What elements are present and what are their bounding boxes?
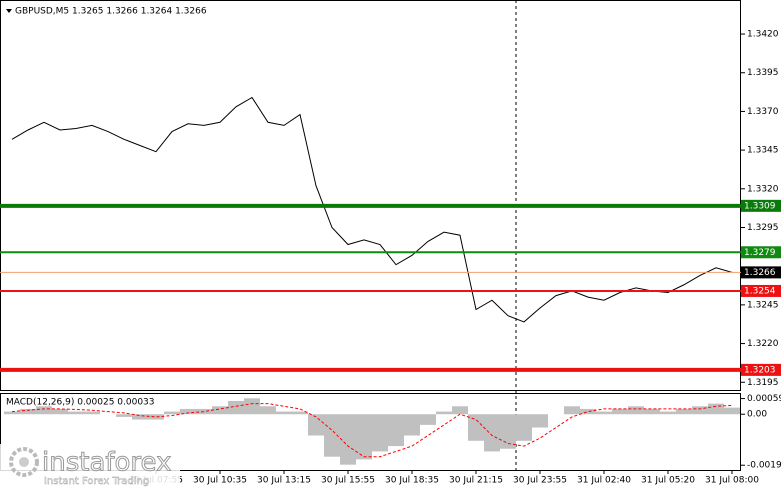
macd-bar: [388, 414, 404, 447]
current-price-label: 1.3266: [744, 268, 776, 278]
y-tick-label: 0.00: [747, 410, 767, 420]
macd-bar: [36, 406, 52, 415]
macd-bar: [212, 406, 228, 415]
macd-bar: [532, 414, 548, 428]
y-tick-label: 1.3345: [747, 146, 779, 156]
y-tick-label: 1.3370: [747, 107, 779, 117]
macd-bar: [356, 414, 372, 460]
y-tick-label: 1.3195: [747, 378, 779, 388]
macd-bar: [500, 414, 516, 449]
macd-bar: [116, 414, 132, 417]
x-tick-label: 31 Jul 05:20: [641, 476, 695, 486]
level-label: 1.3309: [744, 201, 776, 211]
y-tick-label: 1.3395: [747, 68, 779, 78]
y-tick-label: -0.00192: [747, 461, 781, 471]
macd-bar: [564, 406, 580, 415]
y-tick-label: 1.3420: [747, 30, 779, 40]
level-label-bg: [741, 199, 781, 212]
level-label: 1.3203: [744, 365, 776, 375]
x-tick-label: 30 Jul 10:35: [193, 476, 247, 486]
y-tick-label: 0.00059: [747, 394, 781, 404]
macd-bar: [484, 414, 500, 452]
price-line: [11, 96, 733, 323]
macd-bar: [228, 400, 244, 415]
current-price-bg: [741, 266, 781, 279]
macd-bar: [164, 411, 180, 415]
macd-bar: [244, 398, 260, 415]
macd-bar: [468, 414, 484, 441]
macd-bar: [596, 411, 612, 415]
macd-bar: [692, 406, 708, 415]
macd-bar: [340, 414, 356, 465]
x-tick-label: 30 Jul 13:15: [257, 476, 311, 486]
macd-bar: [20, 408, 36, 415]
x-tick-label: 30 Jul 18:35: [385, 476, 439, 486]
macd-bar: [708, 403, 724, 415]
macd-bar: [724, 407, 740, 415]
macd-bar: [180, 408, 196, 415]
y-tick-label: 1.3245: [747, 300, 779, 310]
level-label: 1.3254: [744, 286, 776, 296]
x-tick-label: 30 Jul 23:55: [513, 476, 567, 486]
macd-bar: [612, 408, 628, 415]
macd-bar: [308, 414, 324, 436]
macd-bar: [404, 414, 420, 436]
main-panel-frame: [0, 0, 741, 391]
macd-bar: [580, 408, 596, 415]
watermark: instaforex Instant Forex Trading: [0, 444, 180, 489]
macd-bar: [148, 414, 164, 420]
macd-bar: [52, 408, 68, 415]
x-tick-label: 31 Jul 08:00: [705, 476, 759, 486]
y-tick-label: 1.3295: [747, 223, 779, 233]
macd-bar: [4, 411, 20, 415]
watermark-tagline: Instant Forex Trading: [44, 476, 149, 487]
x-tick-label: 31 Jul 02:40: [577, 476, 631, 486]
level-label-bg: [741, 246, 781, 259]
macd-bar: [420, 414, 436, 425]
macd-title: MACD(12,26,9) 0.00025 0.00033: [6, 398, 155, 408]
chart-title: GBPUSD,M5 1.3265 1.3266 1.3264 1.3266: [15, 7, 207, 17]
watermark-brand: instaforex: [42, 448, 171, 478]
macd-bar: [84, 411, 100, 415]
macd-bar: [372, 414, 388, 452]
macd-panel-frame: [0, 393, 741, 471]
macd-bar: [68, 411, 84, 415]
dropdown-icon: [6, 9, 12, 13]
level-label-bg: [741, 284, 781, 297]
macd-bar: [436, 411, 452, 415]
macd-bar: [452, 406, 468, 415]
macd-bar: [292, 411, 308, 415]
macd-bar: [676, 408, 692, 415]
x-tick-label: 30 Jul 15:55: [321, 476, 375, 486]
watermark-logo: [9, 447, 39, 477]
macd-bar: [132, 414, 148, 420]
macd-bar: [260, 406, 276, 415]
signal-line: [11, 403, 733, 458]
level-label: 1.3279: [744, 248, 776, 258]
level-label-bg: [741, 363, 781, 376]
macd-bar: [660, 411, 676, 415]
x-tick-label: 30 Jul 21:15: [449, 476, 503, 486]
y-tick-label: 1.3220: [747, 339, 779, 349]
macd-bar: [324, 414, 340, 457]
macd-bar: [516, 414, 532, 441]
y-tick-label: 1.3320: [747, 184, 779, 194]
watermark-logo-core: [19, 457, 29, 467]
macd-bar: [628, 406, 644, 415]
macd-bar: [644, 408, 660, 415]
macd-bar: [276, 411, 292, 415]
